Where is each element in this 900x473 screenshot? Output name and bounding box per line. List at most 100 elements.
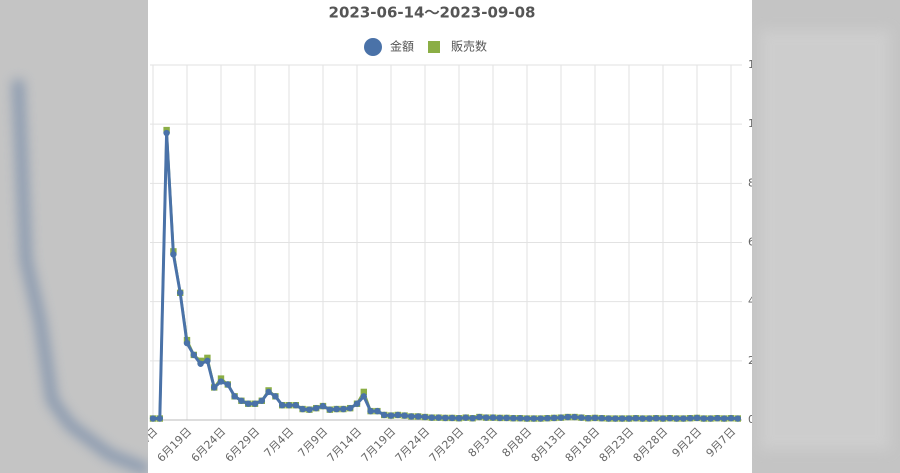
legend-marker [428, 41, 440, 53]
data-point [666, 415, 673, 422]
data-point [360, 388, 367, 396]
data-point [279, 402, 286, 409]
data-point [714, 415, 721, 422]
y-tick-label: 0 [748, 413, 755, 426]
data-point [149, 415, 157, 422]
data-point [510, 415, 517, 422]
data-point [299, 405, 306, 413]
legend-label: 金額 [390, 39, 414, 54]
data-point [170, 251, 177, 258]
data-point [190, 351, 197, 359]
data-point [462, 414, 469, 421]
data-point [435, 414, 442, 421]
data-point [503, 414, 510, 422]
data-point [340, 405, 347, 413]
data-point [394, 411, 401, 419]
data-point [306, 406, 313, 413]
data-point [408, 413, 415, 420]
data-point [442, 414, 449, 422]
data-point [421, 413, 429, 421]
data-point [177, 289, 184, 296]
data-point [721, 415, 728, 422]
y-tick-label: 8 [748, 176, 755, 189]
data-point [156, 415, 163, 422]
data-point [523, 415, 531, 422]
data-point [551, 414, 558, 422]
data-point [238, 397, 245, 404]
data-point [449, 414, 456, 422]
data-point [258, 397, 265, 404]
data-point [734, 415, 741, 422]
data-point [292, 402, 299, 409]
data-point [653, 415, 660, 422]
data-point [693, 414, 701, 422]
data-point [183, 339, 191, 347]
data-point [673, 415, 680, 422]
data-point [401, 412, 408, 419]
data-point [197, 360, 204, 367]
data-point [476, 413, 483, 421]
y-tick-label: 12 [748, 58, 762, 71]
data-point [272, 393, 279, 400]
data-point [605, 415, 612, 422]
data-point [469, 415, 476, 422]
y-tick-label: 10 [748, 117, 762, 130]
data-point [224, 381, 231, 388]
data-point [585, 415, 592, 422]
data-point [360, 393, 367, 400]
data-point [598, 415, 605, 422]
data-point [571, 413, 578, 421]
data-point [367, 407, 374, 415]
data-point [517, 415, 524, 422]
data-point [496, 414, 503, 422]
chart-title: 2023-06-14〜2023-09-08 [329, 4, 536, 22]
data-point [578, 414, 585, 421]
data-point [537, 415, 544, 422]
data-point [381, 411, 388, 419]
data-point [680, 415, 687, 422]
legend-marker [364, 38, 382, 56]
data-point [265, 388, 272, 396]
y-tick-label: 2 [748, 354, 755, 367]
data-point [347, 404, 354, 412]
data-point [428, 414, 435, 421]
data-point [245, 400, 252, 407]
data-point [530, 415, 537, 422]
data-point [333, 405, 340, 413]
data-point [727, 415, 735, 422]
data-point [646, 415, 653, 422]
data-point [326, 406, 333, 413]
data-point [387, 412, 395, 419]
data-point [612, 415, 619, 422]
data-point [483, 414, 490, 421]
y-tick-label: 6 [748, 236, 755, 249]
data-point [204, 357, 211, 365]
data-point [415, 413, 422, 420]
data-point [619, 415, 626, 422]
data-point [231, 393, 238, 400]
y-tick-label: 4 [748, 295, 755, 308]
data-point [632, 415, 639, 422]
data-point [313, 404, 320, 412]
data-point [625, 415, 633, 422]
data-point [489, 414, 497, 421]
data-point [700, 415, 707, 422]
data-point [163, 129, 170, 137]
data-point [687, 415, 694, 422]
data-point [544, 415, 551, 422]
data-point [557, 414, 565, 421]
data-point [353, 400, 361, 407]
data-point [591, 414, 599, 422]
data-point [319, 402, 327, 410]
data-point [707, 415, 714, 422]
panel [148, 0, 752, 473]
data-point [659, 415, 667, 422]
data-point [217, 378, 225, 385]
legend-label: 販売数 [451, 39, 487, 54]
data-point [455, 415, 463, 422]
data-point [639, 415, 646, 422]
data-point [211, 384, 218, 391]
data-point [251, 400, 259, 407]
